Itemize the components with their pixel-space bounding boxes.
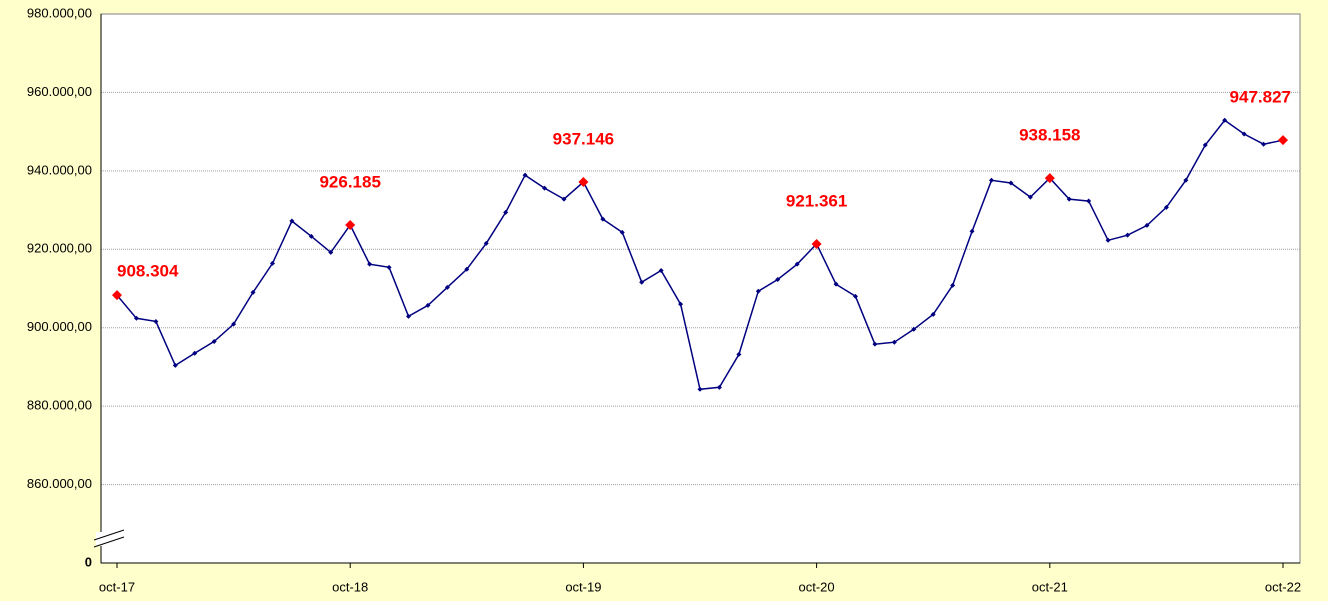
y-tick-label: 920.000,00 [27, 241, 92, 256]
marker [1105, 237, 1111, 243]
x-tick-label: oct-20 [799, 579, 835, 594]
y-tick-label: 0 [85, 554, 92, 569]
marker [600, 216, 606, 222]
value-label: 947.827 [1230, 88, 1291, 107]
marker [989, 177, 994, 183]
marker [697, 386, 703, 392]
y-tick-label: 900.000,00 [27, 319, 92, 334]
marker [406, 313, 411, 319]
y-tick-label: 880.000,00 [27, 398, 92, 413]
plot-area [100, 13, 1301, 564]
marker [250, 289, 256, 295]
marker [1241, 131, 1247, 137]
marker [483, 240, 489, 246]
x-tick-label: oct-17 [99, 579, 135, 594]
marker [1183, 177, 1189, 183]
marker [775, 276, 781, 282]
marker [211, 338, 217, 344]
marker [269, 260, 275, 266]
marker [328, 249, 334, 255]
marker [755, 288, 761, 294]
marker [386, 264, 392, 270]
marker [911, 326, 917, 332]
marker [561, 196, 567, 202]
axis-break-gap [96, 532, 108, 546]
axis-break-mark [93, 529, 125, 541]
marker [639, 279, 645, 285]
marker [192, 350, 198, 356]
marker [969, 228, 975, 234]
marker [308, 233, 314, 239]
marker [1202, 142, 1208, 148]
y-tick-label: 860.000,00 [27, 476, 92, 491]
highlight-marker [345, 220, 356, 231]
marker [133, 315, 139, 321]
marker [464, 266, 470, 272]
marker [1261, 141, 1267, 147]
marker [1222, 117, 1228, 123]
marker [1086, 198, 1092, 204]
marker [367, 261, 373, 267]
marker [522, 172, 528, 178]
value-label: 908.304 [117, 262, 179, 281]
marker [794, 261, 800, 267]
value-label: 921.361 [786, 191, 847, 210]
y-tick-label: 980.000,00 [27, 5, 92, 20]
marker [658, 267, 664, 273]
marker [1163, 204, 1169, 210]
axis-break-mark [93, 536, 125, 548]
value-label: 938.158 [1019, 126, 1080, 145]
marker [444, 284, 450, 290]
marker [716, 384, 722, 390]
y-tick-label: 960.000,00 [27, 84, 92, 99]
highlight-marker [578, 177, 589, 188]
marker [1144, 222, 1150, 228]
highlight-marker [1278, 135, 1288, 146]
marker [930, 311, 936, 317]
marker [153, 318, 159, 324]
marker [1027, 194, 1033, 200]
highlight-marker [1044, 173, 1055, 184]
marker [619, 229, 625, 235]
marker [1125, 232, 1131, 238]
x-tick-label: oct-19 [565, 579, 601, 594]
highlight-marker [112, 290, 122, 301]
marker [1008, 180, 1014, 186]
value-label: 926.185 [319, 173, 380, 192]
marker [833, 281, 839, 287]
marker [736, 351, 742, 357]
marker [503, 209, 509, 215]
value-label: 937.146 [553, 130, 614, 149]
marker [950, 282, 956, 288]
marker [852, 293, 858, 299]
marker [425, 302, 431, 308]
x-tick-label: oct-22 [1265, 579, 1301, 594]
marker [172, 362, 178, 368]
x-tick-label: oct-21 [1032, 579, 1068, 594]
grid [101, 91, 1300, 568]
marker [891, 339, 897, 345]
highlight-marker [811, 238, 822, 249]
y-tick-label: 940.000,00 [27, 162, 92, 177]
marker [231, 321, 237, 327]
marker [678, 301, 684, 307]
marker [1066, 196, 1072, 202]
labels: 908.304 926.185 937.146 921.361 938.158 947.8… [117, 88, 1291, 281]
marker [542, 185, 548, 191]
series [112, 117, 1288, 392]
x-tick-label: oct-18 [332, 579, 368, 594]
marker [872, 341, 878, 347]
axis-break [93, 529, 125, 548]
marker [289, 218, 295, 224]
